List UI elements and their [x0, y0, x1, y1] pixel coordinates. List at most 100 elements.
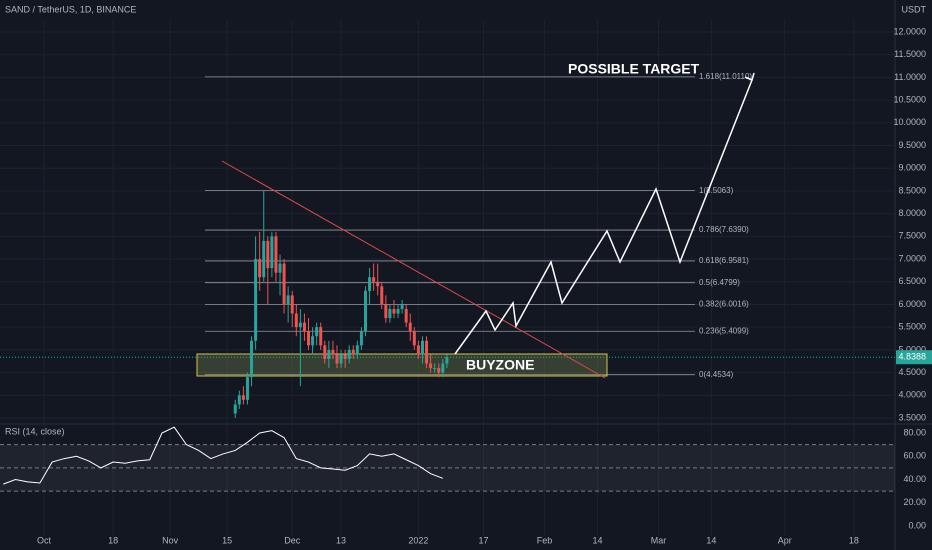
currency: USDT: [902, 4, 927, 14]
y-tick-label: 9.5000: [898, 140, 926, 150]
candle-body: [343, 354, 347, 359]
x-tick-label: 14: [706, 535, 716, 545]
y-tick-label: 9.0000: [898, 163, 926, 173]
candle-body: [323, 345, 327, 359]
candle-body: [351, 349, 355, 355]
y-tick-label: 8.0000: [898, 208, 926, 218]
last-price-label: 4.8388: [898, 352, 926, 362]
x-tick-label: Nov: [162, 535, 179, 545]
candle-body: [425, 340, 429, 364]
x-tick-label: 17: [479, 535, 489, 545]
candle-body: [429, 363, 433, 369]
candle-body: [327, 349, 331, 359]
fib-label: 1(8.5063): [699, 186, 734, 195]
x-tick-label: 13: [336, 535, 346, 545]
y-tick-label: 4.5000: [898, 367, 926, 377]
chart-title: SAND / TetherUS, 1D, BINANCE: [5, 4, 136, 14]
candle-body: [372, 277, 376, 282]
y-tick-label: 11.5000: [894, 49, 926, 59]
candle-body: [359, 331, 363, 346]
last-price-box: [896, 350, 932, 365]
candle-body: [445, 357, 449, 364]
candle-body: [237, 395, 241, 405]
candle-body: [282, 263, 286, 305]
candle-body: [254, 259, 258, 341]
x-tick-label: 15: [222, 535, 232, 545]
candle-body: [258, 259, 262, 278]
candle-body: [416, 345, 420, 355]
candle-body: [245, 377, 249, 400]
candle-body: [233, 404, 237, 414]
y-tick-label: 4.0000: [898, 390, 926, 400]
candle-body: [412, 331, 416, 346]
candle-body: [404, 309, 408, 323]
candle-body: [274, 236, 278, 273]
candle-body: [286, 295, 290, 305]
fib-label: 0.5(6.4799): [699, 278, 740, 287]
rsi-tick-label: 80.00: [903, 427, 926, 437]
x-tick-label: 18: [108, 535, 118, 545]
y-tick-label: 5.0000: [898, 344, 926, 354]
candle-body: [250, 340, 254, 378]
candle-body: [400, 304, 404, 310]
x-tick-label: Apr: [778, 535, 792, 545]
candle-body: [335, 354, 339, 364]
candle-body: [302, 322, 306, 332]
buyzone-label: BUYZONE: [466, 357, 534, 373]
candle-body: [408, 322, 412, 332]
x-tick-label: Mar: [651, 535, 667, 545]
y-tick-label: 7.5000: [898, 231, 926, 241]
x-tick-label: 2022: [408, 535, 428, 545]
candle-body: [376, 281, 380, 287]
candle-body: [380, 286, 384, 305]
candle-body: [388, 309, 392, 319]
x-tick-label: 14: [592, 535, 602, 545]
y-tick-label: 6.5000: [898, 276, 926, 286]
rsi-tick-label: 60.00: [903, 451, 926, 461]
candle-body: [384, 304, 388, 319]
y-tick-label: 11.0000: [894, 72, 926, 82]
fib-label: 0.618(6.9581): [699, 256, 749, 265]
candle-body: [262, 240, 266, 278]
x-tick-label: 18: [849, 535, 859, 545]
grid: [0, 20, 895, 536]
rsi-tick-label: 0.00: [908, 520, 926, 530]
y-tick-label: 3.5000: [898, 412, 926, 422]
candle-body: [331, 349, 335, 355]
rsi-tick-label: 20.00: [903, 497, 926, 507]
y-tick-label: 7.0000: [898, 253, 926, 263]
candle-body: [319, 327, 323, 346]
fib-label: 0(4.4534): [699, 370, 734, 379]
candle-body: [347, 349, 351, 359]
candle-body: [278, 263, 282, 273]
y-tick-label: 8.5000: [898, 185, 926, 195]
candle-body: [270, 236, 274, 269]
fib-label: 0.236(5.4099): [699, 326, 749, 335]
candle-body: [266, 240, 270, 269]
candle-body: [290, 295, 294, 314]
candle-body: [441, 363, 445, 373]
x-tick-label: Oct: [37, 535, 52, 545]
fib-label: 0.382(6.0016): [699, 300, 749, 309]
fib-label: 1.618(11.0110): [699, 72, 752, 81]
trend-line: [221, 160, 606, 379]
candle-body: [339, 354, 343, 364]
candle-body: [433, 368, 437, 370]
y-tick-label: 6.0000: [898, 299, 926, 309]
candle-body: [396, 309, 400, 314]
candle-body: [355, 345, 359, 355]
y-tick-label: 10.5000: [893, 94, 926, 104]
y-tick-label: 12.0000: [893, 26, 926, 36]
buy-zone: [196, 353, 608, 377]
rsi-line: [3, 426, 443, 485]
fib-label: 0.786(7.6390): [699, 225, 749, 234]
x-tick-label: Feb: [537, 535, 553, 545]
candle-body: [241, 395, 245, 400]
candle-body: [315, 327, 319, 337]
candle-body: [420, 340, 424, 355]
candle-body: [437, 368, 441, 373]
fibonacci: 1.618(11.0110) 1(8.5063) 0.786(7.6390) 0.61…: [205, 72, 752, 379]
projection: [454, 79, 753, 355]
